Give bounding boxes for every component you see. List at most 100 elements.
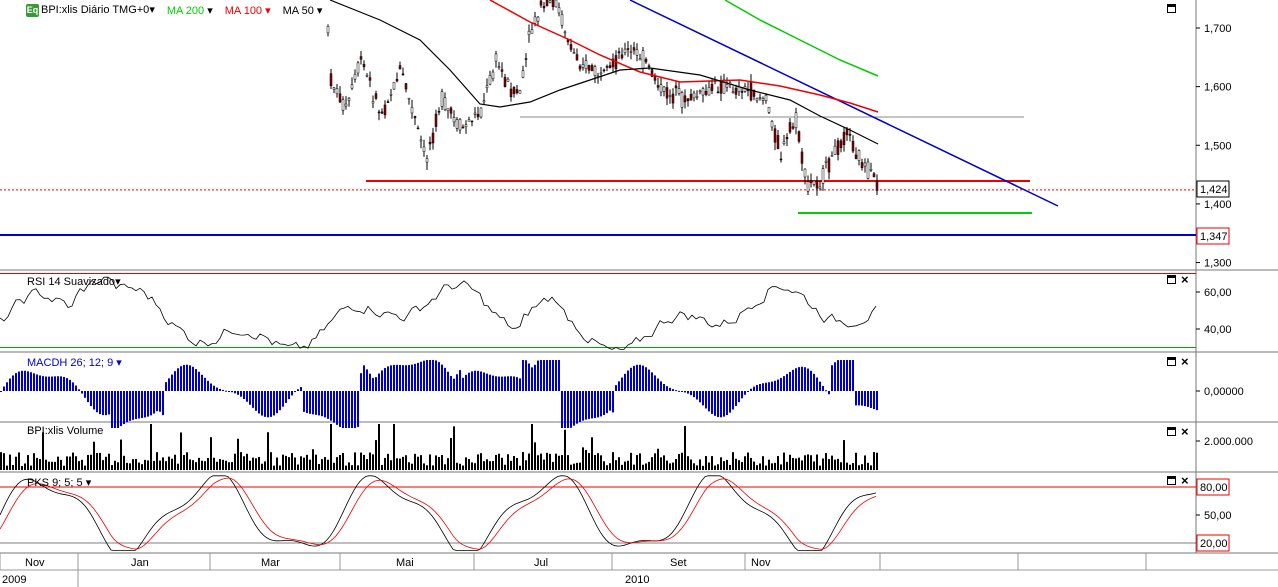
macdh-bar <box>735 391 737 406</box>
ma50-legend[interactable]: MA 50 ▾ <box>282 4 323 17</box>
macdh-bar <box>243 391 245 400</box>
macdh-bar <box>630 367 632 391</box>
macdh-bar <box>837 360 839 391</box>
volume-close-icon[interactable]: × <box>1181 424 1189 439</box>
macdh-bar <box>381 370 383 391</box>
pks-maximize-button[interactable] <box>1167 476 1176 485</box>
volume-bar <box>663 455 665 470</box>
macdh-bar <box>225 390 227 392</box>
candle <box>398 65 402 70</box>
volume-bar <box>576 462 578 470</box>
candle <box>551 0 555 8</box>
macdh-bar <box>795 368 797 391</box>
candle <box>752 89 756 97</box>
macdh-bar <box>198 371 200 391</box>
ma200-legend[interactable]: MA 200 ▾ <box>167 4 213 17</box>
macdh-title[interactable]: MACDH 26; 12; 9 ▾ <box>27 357 122 369</box>
volume-bar <box>588 453 590 470</box>
macdh-bar <box>348 391 350 428</box>
symbol-selector[interactable]: Eq BPI:xlis Diário TMG+0▾ <box>26 4 155 17</box>
candle <box>782 141 786 144</box>
volume-bar <box>276 457 278 470</box>
macdh-bar <box>702 391 704 406</box>
candle <box>809 180 813 183</box>
pks-title-label: PKS 9; 5; 5 <box>27 477 83 489</box>
volume-bar <box>30 465 32 470</box>
candle <box>812 180 816 185</box>
candle <box>569 44 573 50</box>
macdh-bar <box>678 390 680 392</box>
volume-bar <box>213 457 215 470</box>
volume-bar <box>648 461 650 470</box>
candle <box>659 84 663 93</box>
macdh-bar <box>522 360 524 391</box>
volume-bar <box>474 463 476 470</box>
ma100-legend[interactable]: MA 100 ▾ <box>224 4 271 17</box>
volume-maximize-button[interactable] <box>1167 427 1176 436</box>
volume-bar <box>762 456 764 470</box>
volume-bar <box>708 462 710 470</box>
macdh-bar <box>27 371 29 391</box>
volume-bar <box>783 452 785 470</box>
volume-bar <box>600 455 602 470</box>
volume-bar <box>150 424 152 470</box>
macdh-bar <box>504 376 506 391</box>
candle <box>644 59 648 63</box>
candle <box>857 150 861 161</box>
macdh-bar <box>843 360 845 391</box>
pks-title[interactable]: PKS 9; 5; 5 ▾ <box>27 477 92 489</box>
macdh-bar <box>150 391 152 416</box>
macdh-bar <box>579 391 581 422</box>
volume-bar <box>312 449 314 470</box>
macdh-close-icon[interactable]: × <box>1181 354 1189 369</box>
macdh-bar <box>15 373 17 391</box>
rsi-close-icon[interactable]: × <box>1181 272 1189 287</box>
volume-bar <box>102 460 104 470</box>
rsi-title[interactable]: RSI 14 Suavizado▾ <box>27 276 121 288</box>
volume-bar <box>465 457 467 470</box>
macdh-maximize-button[interactable] <box>1167 357 1176 366</box>
candle <box>545 0 549 7</box>
volume-bar <box>99 452 101 470</box>
volume-bar <box>717 464 719 470</box>
volume-bar <box>33 453 35 470</box>
macdh-bar <box>297 389 299 391</box>
macdh-bar <box>828 391 830 395</box>
candle <box>548 0 552 3</box>
volume-bar <box>513 455 515 470</box>
volume-bar <box>405 455 407 470</box>
candle <box>404 83 408 90</box>
macdh-bar <box>492 375 494 391</box>
macdh-bar <box>387 366 389 391</box>
candle <box>770 121 774 128</box>
macdh-bar <box>561 391 563 428</box>
candle <box>371 101 375 104</box>
volume-bar <box>252 457 254 470</box>
volume-bar <box>765 465 767 470</box>
pks-close-icon[interactable]: × <box>1181 473 1189 488</box>
macdh-bar <box>528 363 530 391</box>
volume-bar <box>267 432 269 470</box>
macdh-bar <box>99 391 101 415</box>
symbol-label: BPI:xlis Diário TMG+0 <box>41 4 150 16</box>
rsi-maximize-button[interactable] <box>1167 275 1176 284</box>
macdh-bar <box>228 391 230 392</box>
macdh-bar <box>255 391 257 411</box>
candle <box>851 140 855 152</box>
volume-bar <box>735 458 737 470</box>
candle <box>590 65 594 72</box>
macdh-bar <box>411 364 413 391</box>
volume-bar <box>453 426 455 470</box>
volume-bar <box>840 462 842 470</box>
candle <box>377 111 381 114</box>
macdh-bar <box>315 391 317 415</box>
macdh-bar <box>234 391 236 394</box>
macdh-bar <box>351 391 353 428</box>
maximize-button[interactable] <box>1167 4 1176 13</box>
macdh-bar <box>855 391 857 406</box>
macdh-bar <box>810 370 812 391</box>
volume-bar <box>618 457 620 470</box>
volume-bar <box>654 453 656 470</box>
candle <box>419 139 423 142</box>
macdh-title-label: MACDH 26; 12; 9 <box>27 357 114 369</box>
